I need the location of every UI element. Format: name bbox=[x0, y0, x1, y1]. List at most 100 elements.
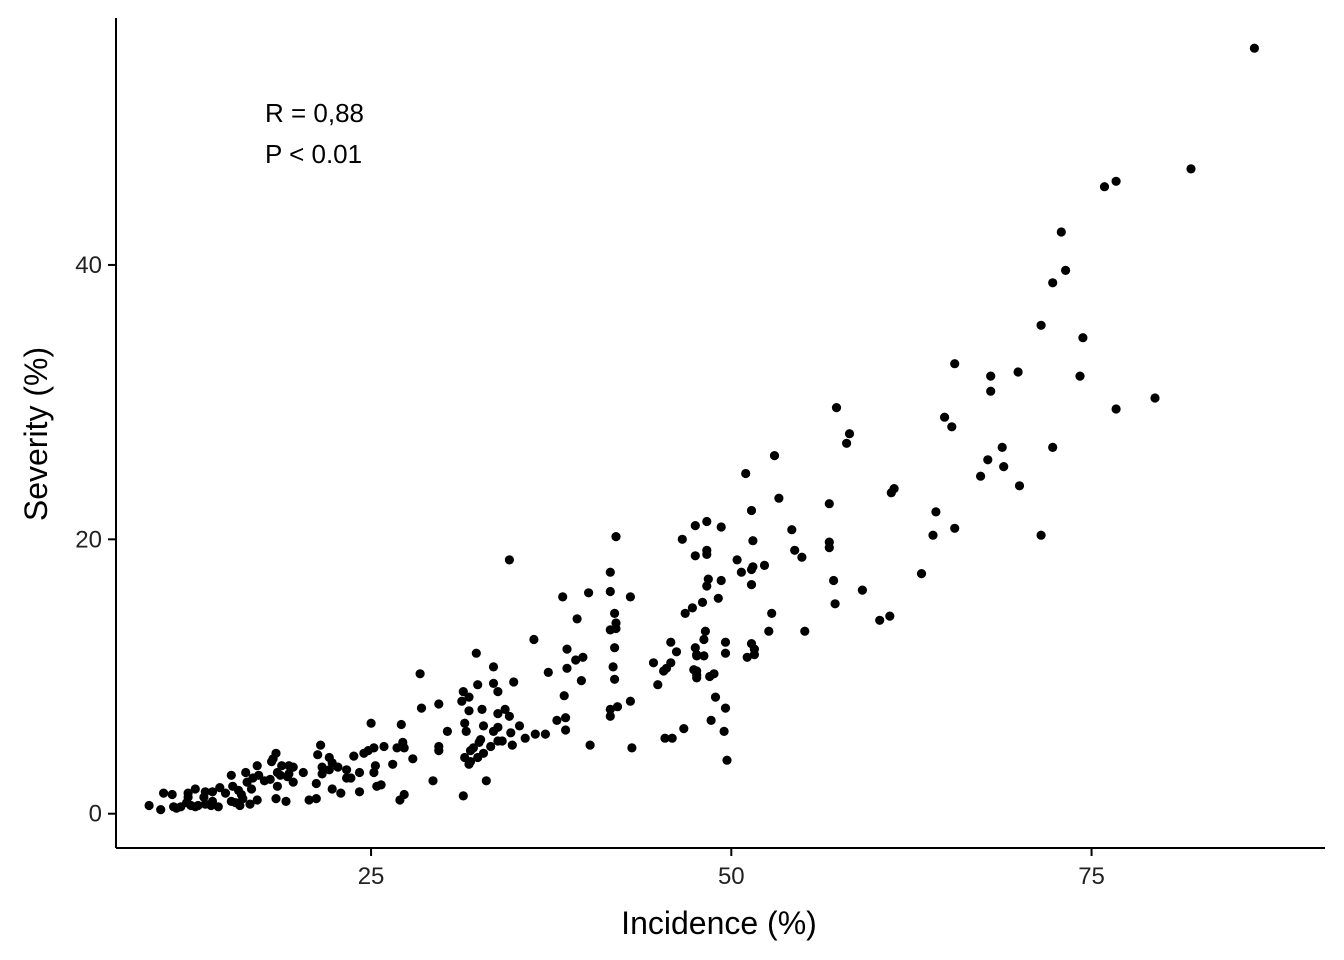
data-points bbox=[144, 43, 1259, 815]
data-point bbox=[379, 741, 389, 752]
data-point bbox=[1249, 43, 1259, 53]
data-point bbox=[720, 637, 731, 647]
data-point bbox=[206, 800, 216, 811]
data-point bbox=[950, 523, 960, 533]
data-point bbox=[333, 762, 343, 772]
data-point bbox=[457, 696, 467, 706]
data-point bbox=[298, 767, 308, 778]
data-point bbox=[156, 805, 166, 815]
data-point bbox=[304, 795, 314, 805]
data-point bbox=[520, 733, 530, 743]
data-point bbox=[1014, 481, 1025, 491]
data-point bbox=[317, 762, 327, 772]
data-point bbox=[396, 719, 406, 730]
data-point bbox=[1111, 404, 1121, 414]
data-point bbox=[473, 680, 483, 690]
data-point bbox=[702, 516, 712, 527]
data-point bbox=[677, 534, 687, 544]
data-point bbox=[324, 765, 334, 775]
data-point bbox=[940, 412, 950, 422]
data-point bbox=[282, 772, 293, 782]
data-point bbox=[220, 788, 231, 798]
data-point bbox=[746, 505, 757, 516]
data-point bbox=[288, 762, 298, 772]
data-point bbox=[605, 704, 615, 715]
data-point bbox=[246, 784, 257, 794]
data-point bbox=[759, 560, 770, 571]
data-point bbox=[509, 677, 519, 687]
data-point bbox=[493, 709, 503, 719]
data-point bbox=[627, 743, 637, 753]
data-point bbox=[327, 784, 337, 794]
data-point bbox=[844, 429, 855, 439]
data-point bbox=[241, 767, 251, 778]
data-point bbox=[605, 586, 615, 597]
data-point bbox=[699, 634, 709, 645]
data-point bbox=[748, 536, 758, 546]
data-point bbox=[769, 451, 780, 461]
data-point bbox=[281, 796, 291, 807]
data-point bbox=[277, 761, 287, 771]
data-point bbox=[699, 651, 709, 661]
data-point bbox=[713, 593, 723, 603]
data-point bbox=[272, 781, 282, 791]
data-point bbox=[774, 493, 784, 503]
data-point bbox=[679, 724, 689, 734]
data-point bbox=[311, 778, 321, 789]
data-point bbox=[999, 462, 1009, 472]
data-point bbox=[434, 699, 444, 709]
data-point bbox=[610, 674, 620, 684]
data-point bbox=[464, 706, 474, 716]
data-point bbox=[787, 525, 797, 535]
correlation-annotation: R = 0,88 bbox=[265, 98, 364, 128]
data-point bbox=[313, 750, 323, 760]
data-point bbox=[1048, 442, 1058, 452]
data-point bbox=[610, 608, 620, 619]
data-point bbox=[1013, 367, 1023, 377]
data-point bbox=[346, 773, 356, 783]
data-point bbox=[1075, 371, 1085, 381]
data-point bbox=[552, 715, 562, 726]
y-tick-label: 20 bbox=[75, 526, 102, 553]
data-point bbox=[1150, 393, 1160, 403]
data-point bbox=[931, 507, 941, 517]
data-point bbox=[442, 726, 452, 737]
data-point bbox=[660, 733, 670, 743]
data-point bbox=[947, 422, 957, 432]
data-point bbox=[259, 776, 269, 786]
data-point bbox=[500, 704, 510, 715]
data-point bbox=[493, 736, 503, 746]
data-point bbox=[215, 783, 225, 793]
data-point bbox=[687, 603, 698, 613]
data-point bbox=[667, 733, 677, 743]
data-point bbox=[226, 770, 236, 780]
data-point bbox=[167, 789, 177, 800]
data-point bbox=[369, 767, 379, 778]
data-point bbox=[625, 696, 636, 706]
data-point bbox=[749, 650, 760, 660]
data-point bbox=[316, 740, 326, 750]
data-point bbox=[561, 713, 571, 723]
data-point bbox=[986, 371, 996, 381]
data-point bbox=[790, 545, 800, 555]
data-point bbox=[460, 718, 470, 728]
data-point bbox=[1048, 278, 1058, 288]
data-point bbox=[716, 522, 726, 532]
data-point bbox=[1111, 176, 1121, 186]
data-point bbox=[983, 455, 993, 465]
data-point bbox=[514, 721, 525, 731]
data-point bbox=[238, 794, 248, 804]
data-point bbox=[703, 574, 713, 584]
data-point bbox=[288, 777, 298, 787]
data-point bbox=[342, 765, 352, 775]
data-point bbox=[576, 676, 587, 686]
data-point bbox=[764, 626, 774, 636]
data-point bbox=[1061, 265, 1071, 275]
data-point bbox=[648, 658, 659, 668]
data-point bbox=[486, 741, 496, 752]
data-point bbox=[242, 777, 252, 787]
data-point bbox=[428, 776, 438, 786]
data-point bbox=[706, 715, 716, 726]
data-point bbox=[702, 549, 712, 560]
data-point bbox=[372, 781, 382, 791]
